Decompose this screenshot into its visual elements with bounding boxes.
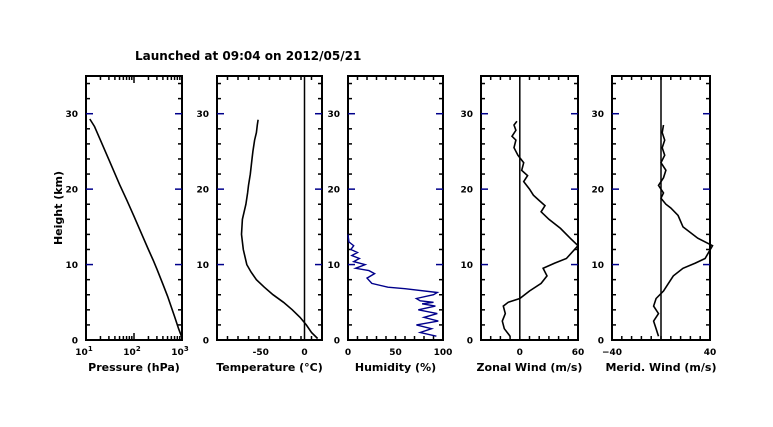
zonal-wind-profile-frame [480, 75, 579, 341]
x-axis-label: Merid. Wind (m/s) [605, 361, 716, 374]
y-tick-label: 10 [196, 261, 209, 271]
y-tick-label: 10 [591, 261, 604, 271]
y-tick-label: 20 [327, 186, 340, 196]
pressure-profile-frame [85, 75, 183, 341]
y-tick-label: 0 [72, 337, 78, 347]
y-tick-label: 0 [467, 337, 473, 347]
zonal-wind-profile-panel: 0 10 20 30 0 60 Zonal Wind (m/s) [460, 75, 585, 374]
y-tick-label: 0 [334, 337, 340, 347]
y-tick-label: 0 [203, 337, 209, 347]
meridional-wind-profile-panel: 0 10 20 30 −40 40 Merid. Wind (m/s) [591, 75, 717, 374]
x-tick-label: 50 [389, 348, 402, 358]
profile-panels: 0 10 20 30 101 102 103 Pressure (hPa) Height (km… [52, 75, 717, 374]
meridional-wind-profile-line [652, 124, 714, 337]
pressure-profile-panel: 0 10 20 30 101 102 103 Pressure (hPa) Height (km… [52, 75, 189, 374]
humidity-profile-frame [347, 75, 444, 341]
humidity-profile-line [347, 234, 440, 337]
x-axis-label: Temperature (°C) [216, 361, 323, 374]
x-axis-label: Zonal Wind (m/s) [477, 361, 583, 374]
y-tick-label: 30 [196, 110, 209, 120]
x-tick-label: 100 [434, 348, 453, 358]
figure-title: Launched at 09:04 on 2012/05/21 [135, 49, 361, 63]
x-tick-label: 102 [123, 345, 141, 358]
temperature-profile-frame [216, 75, 323, 341]
y-tick-label: 30 [460, 110, 473, 120]
y-axis-label: Height (km) [52, 171, 65, 245]
y-tick-label: 0 [598, 337, 604, 347]
zonal-wind-profile-line [501, 120, 580, 337]
x-tick-label: 60 [572, 348, 585, 358]
x-tick-label: 0 [301, 348, 307, 358]
x-tick-label: 0 [345, 348, 351, 358]
x-axis-label: Pressure (hPa) [88, 361, 180, 374]
x-tick-label: -50 [253, 348, 269, 358]
humidity-profile-panel: 0 10 20 30 0 50 100 Humidity (%) [327, 75, 453, 374]
x-axis-label: Humidity (%) [355, 361, 436, 374]
y-tick-label: 10 [65, 261, 78, 271]
temperature-profile-panel: 0 10 20 30 -50 0 Temperature (°C) [196, 75, 323, 374]
x-tick-label: −40 [602, 348, 622, 358]
y-tick-label: 20 [65, 186, 78, 196]
x-tick-label: 0 [517, 348, 523, 358]
y-tick-label: 20 [591, 186, 604, 196]
pressure-profile-line [89, 118, 183, 338]
y-tick-label: 20 [196, 186, 209, 196]
y-tick-label: 30 [327, 110, 340, 120]
temperature-profile-line [240, 119, 319, 340]
y-tick-label: 30 [65, 110, 78, 120]
y-tick-label: 20 [460, 186, 473, 196]
x-tick-label: 101 [75, 345, 93, 358]
y-tick-label: 10 [327, 261, 340, 271]
x-tick-label: 103 [171, 345, 189, 358]
y-tick-label: 10 [460, 261, 473, 271]
y-tick-label: 30 [591, 110, 604, 120]
x-tick-label: 40 [704, 348, 717, 358]
